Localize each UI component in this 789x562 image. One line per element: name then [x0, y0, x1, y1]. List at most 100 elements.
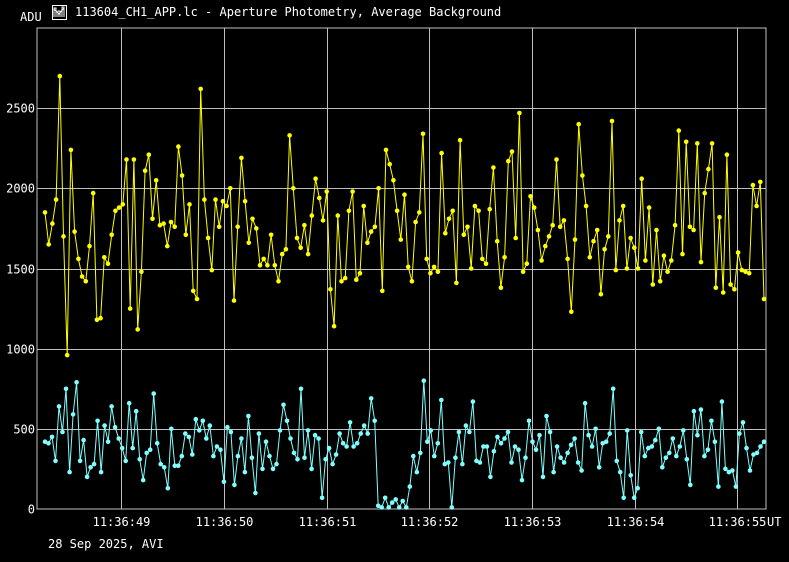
series-1-point [50, 221, 55, 226]
series-1-point [361, 203, 367, 209]
series-1-point [83, 279, 89, 284]
series-2-point [477, 460, 483, 465]
series-1-point [720, 290, 726, 295]
series-2-point [596, 465, 602, 470]
series-2-point [242, 469, 248, 475]
series-2-point [505, 429, 511, 435]
series-2-point [537, 432, 542, 438]
series-1-point [576, 121, 581, 127]
series-1-point [528, 194, 533, 199]
footer-date-source: 28 Sep 2025, AVI [48, 537, 164, 551]
series-2-point [284, 418, 290, 424]
series-2-point [375, 503, 381, 509]
series-2-point [656, 426, 662, 432]
series-1-point [669, 258, 674, 263]
series-2-point [112, 424, 118, 430]
series-1-point [676, 128, 682, 133]
series-2-point [95, 418, 100, 424]
series-1-point [42, 210, 48, 215]
series-1-point [531, 205, 537, 210]
series-1-point [253, 226, 259, 231]
series-2-point [712, 439, 718, 445]
series-2-point [70, 412, 76, 417]
series-2-point [526, 418, 532, 424]
series-2-point [421, 378, 427, 384]
series-1-point [450, 208, 456, 214]
series-2-point [432, 453, 437, 459]
x-tick-label: 11:36:52 [401, 515, 459, 529]
series-2-point [239, 436, 244, 441]
series-1-point [550, 222, 555, 228]
series-2-point [126, 400, 132, 406]
series-2-point [207, 423, 213, 428]
series-1-point [702, 190, 707, 196]
series-2-point [119, 445, 125, 451]
series-1-point [680, 251, 685, 257]
series-1-point [324, 189, 330, 194]
series-1-point [142, 168, 148, 173]
series-1-point [365, 240, 370, 246]
series-2-point [628, 473, 633, 478]
series-2-point [744, 445, 749, 451]
series-2-point [726, 469, 732, 475]
series-2-point [393, 497, 399, 502]
series-2-point [407, 484, 413, 489]
series-1-point [153, 178, 159, 183]
series-1-point [72, 229, 77, 234]
series-2-point [140, 477, 146, 483]
series-1-point [283, 247, 289, 252]
series-2-point [558, 455, 563, 461]
series-2-point [225, 424, 230, 430]
series-2-point [442, 461, 448, 467]
series-2-point [733, 484, 739, 489]
series-2-point [484, 444, 490, 449]
series-1-point [213, 197, 218, 202]
series-2-point [161, 465, 167, 470]
series-2-point [354, 441, 360, 446]
series-1-point [157, 222, 163, 228]
series-1-point [665, 269, 670, 275]
series-2-point [309, 466, 314, 472]
series-1-point [391, 178, 396, 183]
series-1-point [161, 221, 166, 226]
series-2-point [572, 436, 577, 441]
series-2-point [63, 386, 69, 392]
series-2-point [84, 474, 90, 480]
series-1-point [457, 137, 463, 143]
series-1-point [513, 235, 518, 241]
series-2-point [575, 460, 581, 465]
series-2-point [379, 505, 385, 510]
series-2-point [586, 432, 591, 438]
series-1-point [546, 234, 552, 239]
series-1-point [76, 256, 81, 262]
series-1-point [298, 245, 304, 250]
series-1-point [350, 189, 355, 194]
series-2-point [488, 474, 493, 480]
series-2-point [684, 457, 690, 462]
series-1-point [165, 243, 170, 249]
series-1-point [357, 271, 363, 276]
series-1-point [53, 197, 59, 202]
series-1-point [216, 224, 222, 230]
series-1-point [102, 254, 107, 260]
series-1-point [224, 203, 229, 209]
series-2-point [211, 453, 216, 459]
series-2-point [481, 444, 486, 449]
series-1-point [428, 271, 433, 276]
series-1-point [268, 232, 274, 238]
series-1-point [105, 261, 111, 267]
series-2-point [698, 407, 704, 412]
series-2-point [435, 441, 441, 446]
series-2-point [109, 404, 114, 409]
series-1-point [491, 165, 496, 170]
series-1-point [498, 285, 504, 291]
series-1-point [554, 157, 559, 162]
series-1-point [746, 271, 752, 276]
series-2-point [649, 444, 655, 449]
series-1-point [368, 229, 374, 234]
series-2-point [674, 453, 679, 459]
series-1-point [591, 238, 596, 244]
x-axis-unit: UT [767, 515, 781, 529]
series-1-point [135, 327, 140, 332]
series-2-point [81, 437, 86, 443]
